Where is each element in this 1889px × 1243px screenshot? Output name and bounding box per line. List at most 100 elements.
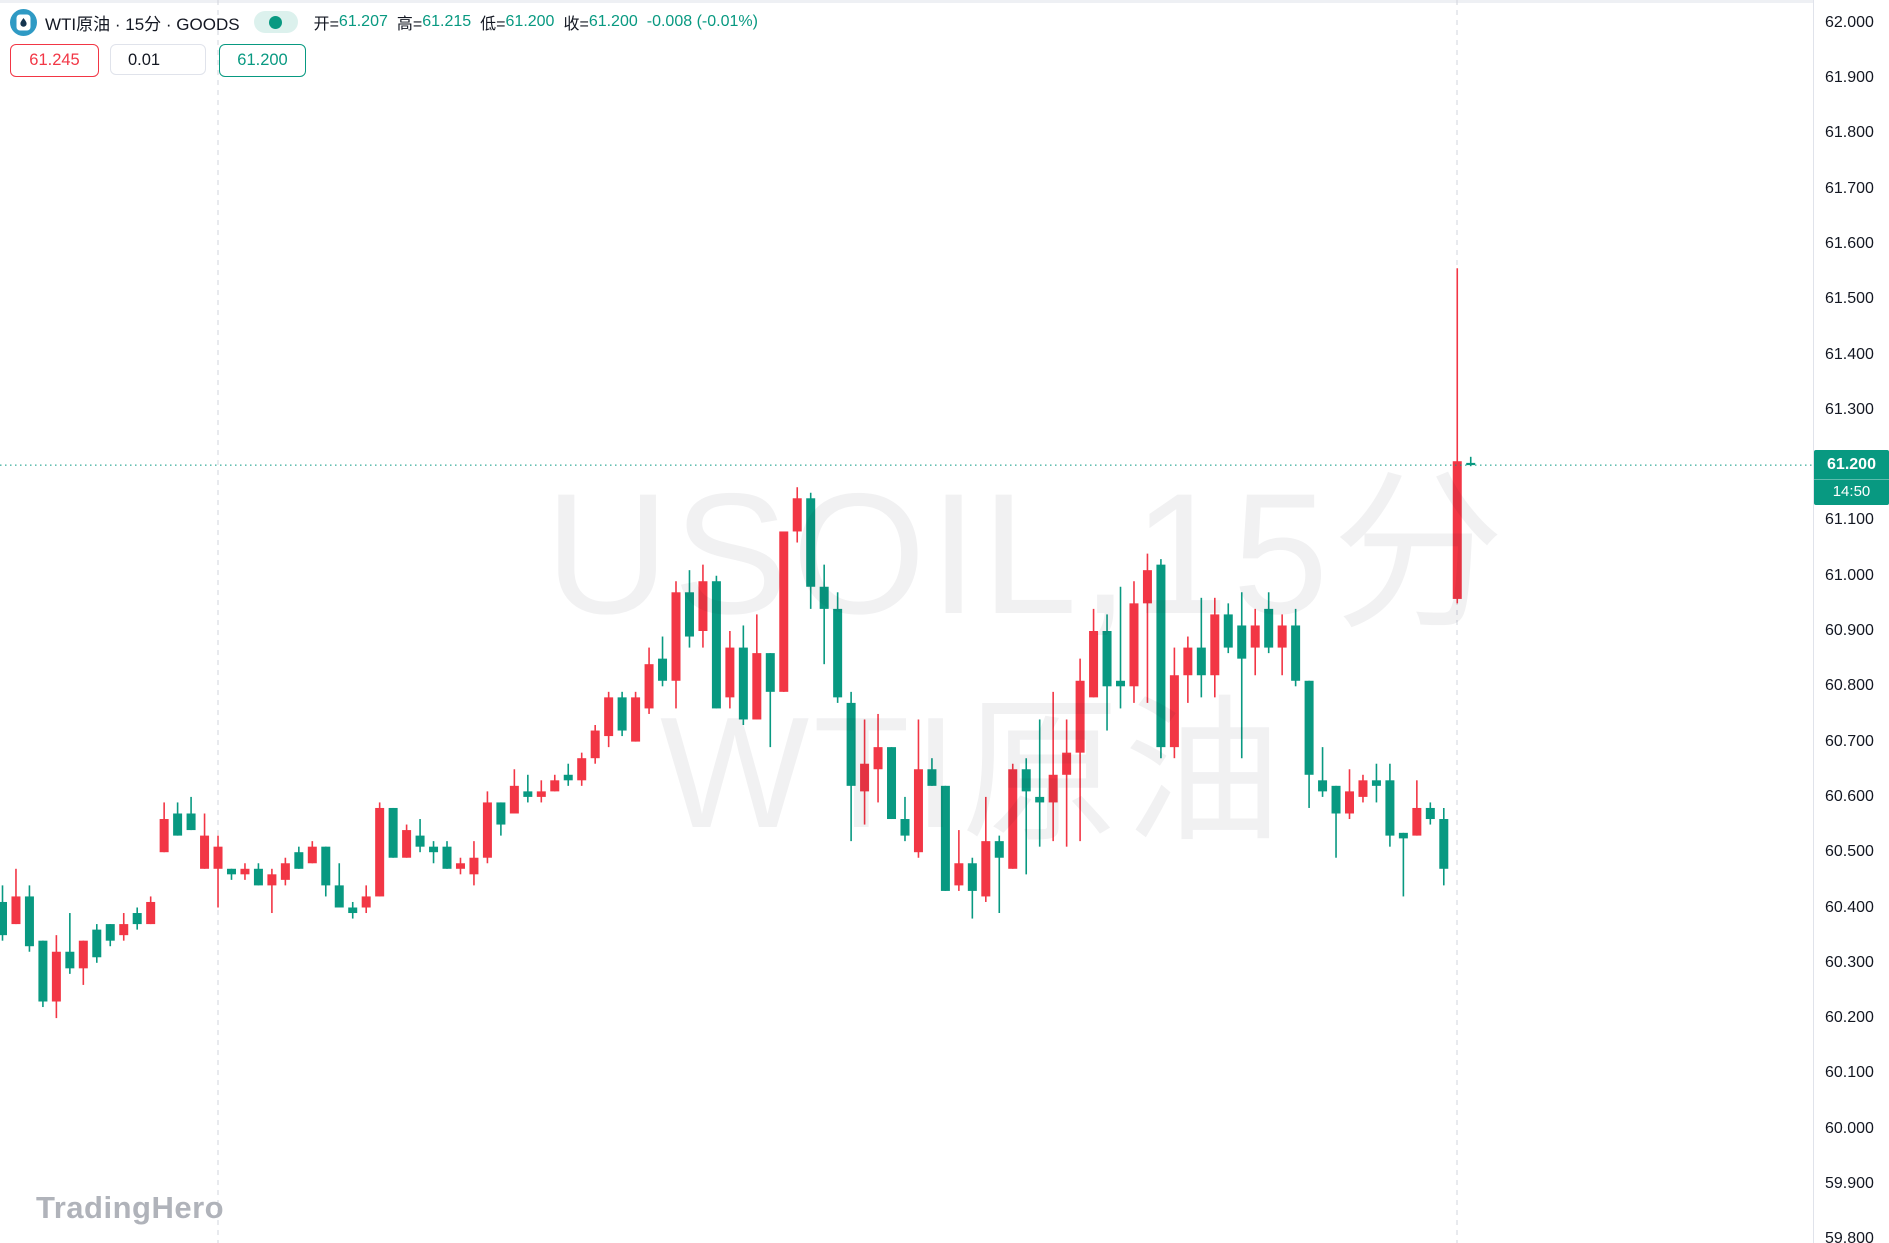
price-axis-label: 60.400 [1825,898,1874,916]
candle-body [1169,675,1179,748]
candle-body [0,901,7,936]
market-status-dot-icon [269,15,283,29]
candle-body [105,924,115,941]
price-axis-label: 60.100 [1825,1064,1874,1082]
candle-body [173,813,183,836]
oil-drop-icon [10,8,37,36]
candle-body [860,763,870,792]
candle-body [200,835,210,869]
candle-body [563,774,573,781]
high-value: 61.215 [422,13,472,30]
candle-body [65,951,75,969]
candle-body [873,747,883,770]
candle-body [698,581,708,631]
candle-body [671,592,681,681]
candle-body [846,702,856,786]
close-value: 61.200 [588,13,638,30]
price-axis-label: 61.700 [1825,179,1874,197]
candle-body [577,758,587,781]
high-label: 高= [396,16,423,33]
candle-body [1250,625,1260,648]
candle-body [913,769,923,853]
symbol-title[interactable]: WTI原油 · 15分 · GOODS [45,14,240,34]
candle-body [1183,647,1193,676]
market-status-pill[interactable] [253,11,298,33]
close-label: 收= [563,16,589,33]
candle-body [1398,832,1408,839]
candle-body [711,581,721,709]
candle-body [361,896,371,908]
candle-body [132,913,142,925]
candle-body [1210,614,1220,676]
candle-body [1385,780,1395,836]
candle-body [1089,631,1099,698]
price-axis[interactable]: 62.000 61.900 61.800 61.700 61.600 61.500 61.4… [1813,0,1889,1243]
candle-body [496,802,506,825]
candle-body [1425,807,1435,820]
candle-body [442,846,452,869]
ohlc-legend: 开= 61.207 高= 61.215 低= 61.200 收= 61.200 -0.0… [314,10,758,34]
candle-body [348,907,358,914]
candle-body [119,924,129,936]
candle-body [1075,680,1085,753]
candle-body [38,940,48,1002]
candle-body [78,940,88,969]
candle-body [1129,603,1139,687]
candle-body [765,653,775,692]
candle-body [752,653,762,720]
candle-body [402,830,412,858]
sell-price-button[interactable]: 61.245 [10,44,99,77]
candle-body [1277,625,1287,648]
candle-body [1021,769,1031,792]
candle-body [940,785,950,891]
price-axis-label: 60.200 [1825,1009,1874,1027]
price-axis-label: 60.900 [1825,622,1874,639]
candle-body [1264,608,1274,648]
price-axis-label: 61.300 [1825,400,1874,418]
candle-body [887,747,897,820]
candle-body [455,863,465,869]
price-axis-label: 60.500 [1825,843,1874,861]
candle-body [24,896,34,947]
price-axis-label: 60.300 [1825,953,1874,971]
candle-body [1358,780,1368,797]
candle-body [186,813,196,831]
candle-body [927,769,937,786]
candle-body [725,647,735,698]
price-axis-label: 61.400 [1825,345,1874,363]
candle-body [819,586,829,609]
last-price-value: 61.200 [1827,456,1876,473]
candle-body [550,780,560,792]
candle-body [469,857,479,875]
last-price-tag: 61.200 14:50 [1814,450,1889,505]
candle-body [833,608,843,698]
price-axis-label: 61.800 [1825,124,1874,142]
candle-body [523,791,533,797]
open-label: 开= [313,16,339,33]
buy-price-button[interactable]: 61.200 [219,44,306,77]
candle-body [482,802,492,858]
candle-body [280,863,290,880]
legend-row: WTI原油 · 15分 · GOODS 开= 61.207 高= 61.215 低=… [10,7,758,37]
candle-body [1466,462,1476,466]
price-axis-label: 60.700 [1825,732,1874,750]
candle-body [1304,680,1314,775]
candle-body [1062,752,1072,775]
top-divider [0,0,1889,3]
candle-body [1371,780,1381,786]
candle-body [900,819,910,836]
candle-body [1142,570,1152,604]
candle-body [1035,796,1045,803]
candle-body [658,658,668,681]
candle-body [792,498,802,532]
candle-body [1196,647,1206,676]
candle-body [1102,631,1112,687]
candle-body [967,863,977,891]
spread-input[interactable]: 0.01 [110,44,206,75]
candle-body [1318,780,1328,792]
candle-body [536,791,546,797]
candle-body [1452,461,1462,599]
candle-body [604,697,614,737]
